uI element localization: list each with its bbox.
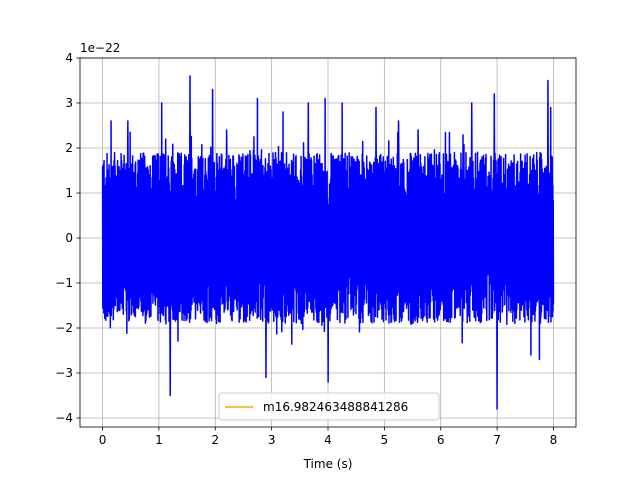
x-tick-label: 7	[493, 433, 501, 447]
legend-label: m16.982463488841286	[263, 400, 408, 414]
y-tick-label: −3	[55, 366, 73, 380]
y-tick-label: 0	[65, 231, 73, 245]
y-tick-label: −4	[55, 411, 73, 425]
y-tick-label: 1	[65, 186, 73, 200]
signal-line	[101, 75, 555, 410]
x-tick-label: 1	[155, 433, 163, 447]
x-tick-label: 6	[437, 433, 445, 447]
y-axis-ticks: −4 −3 −2 −1 0 1 2 3 4	[55, 51, 80, 425]
x-tick-label: 5	[381, 433, 389, 447]
x-tick-label: 8	[550, 433, 558, 447]
x-axis-ticks: 0 1 2 3 4 5 6 7 8	[99, 427, 558, 447]
y-offset-label: 1e−22	[80, 41, 120, 55]
x-tick-label: 4	[324, 433, 332, 447]
legend: m16.982463488841286	[218, 392, 440, 421]
x-axis-label: Time (s)	[303, 457, 353, 471]
y-tick-label: −2	[55, 321, 73, 335]
y-tick-label: 4	[65, 51, 73, 65]
y-tick-label: −1	[55, 276, 73, 290]
y-tick-label: 2	[65, 141, 73, 155]
x-tick-label: 2	[211, 433, 219, 447]
y-tick-label: 3	[65, 96, 73, 110]
x-tick-label: 3	[268, 433, 276, 447]
x-tick-label: 0	[99, 433, 107, 447]
legend-box	[218, 392, 440, 421]
signal-series	[101, 75, 555, 410]
